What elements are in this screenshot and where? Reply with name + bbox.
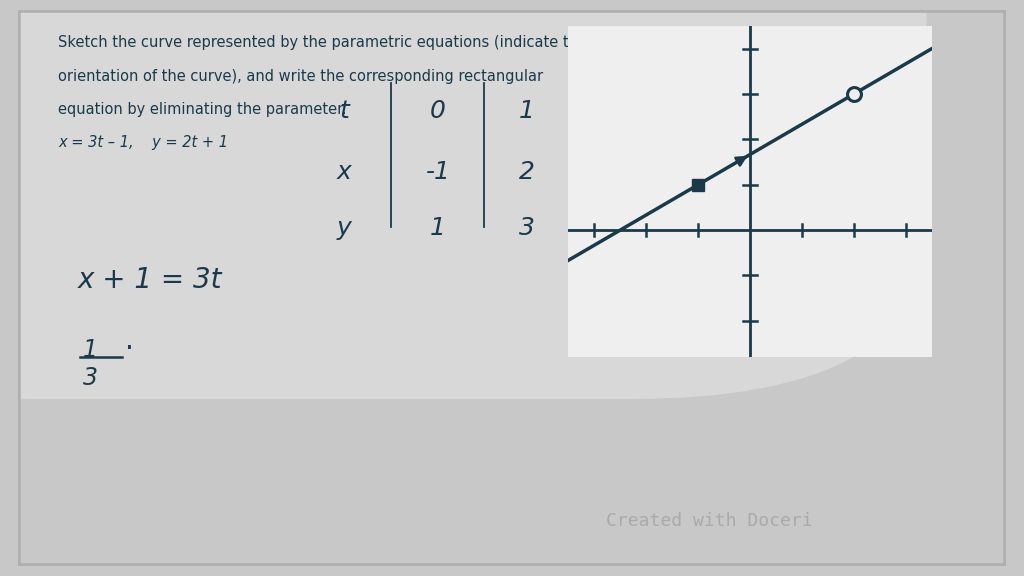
Text: 0: 0: [430, 99, 445, 123]
Text: x = 3t – 1,    y = 2t + 1: x = 3t – 1, y = 2t + 1: [58, 135, 228, 150]
Text: equation by eliminating the parameter.: equation by eliminating the parameter.: [58, 102, 346, 117]
Text: y: y: [337, 216, 351, 240]
Text: 2: 2: [519, 160, 535, 184]
Text: orientation of the curve), and write the corresponding rectangular: orientation of the curve), and write the…: [58, 69, 543, 84]
Text: ·: ·: [125, 335, 134, 363]
Text: Sketch the curve represented by the parametric equations (indicate the: Sketch the curve represented by the para…: [58, 35, 587, 50]
Text: x: x: [337, 160, 351, 184]
Text: x + 1 = 3t: x + 1 = 3t: [78, 266, 222, 294]
Text: Created with Doceri: Created with Doceri: [606, 511, 812, 529]
Text: 1: 1: [519, 99, 535, 123]
Text: -1: -1: [426, 160, 451, 184]
Text: 1: 1: [430, 216, 445, 240]
FancyBboxPatch shape: [0, 0, 927, 399]
Text: t: t: [339, 99, 349, 123]
Text: 3: 3: [83, 366, 97, 390]
Text: 3: 3: [519, 216, 535, 240]
Text: 1: 1: [83, 338, 97, 362]
